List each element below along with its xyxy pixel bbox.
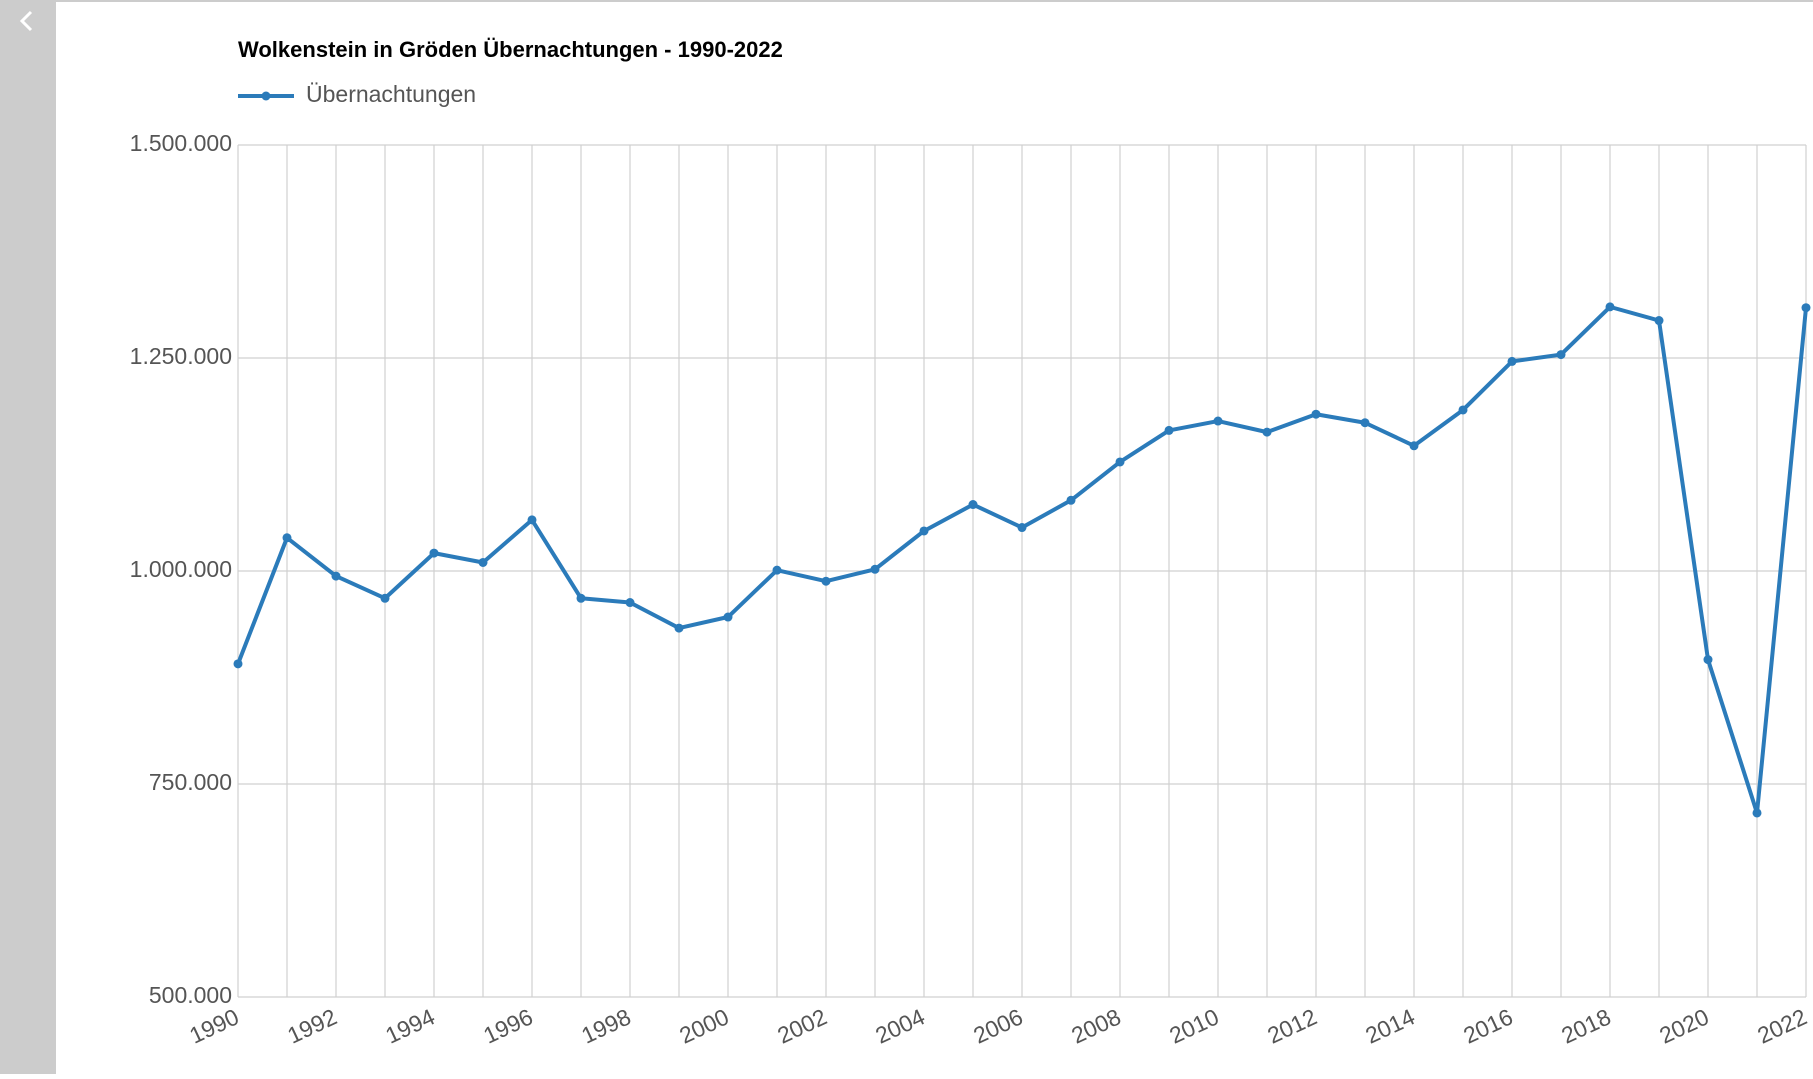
data-point — [723, 612, 733, 622]
data-point — [625, 598, 635, 608]
x-tick-label: 1992 — [283, 1003, 340, 1048]
data-point — [1556, 350, 1566, 360]
x-tick-label: 2012 — [1263, 1003, 1320, 1048]
x-tick-label: 2020 — [1655, 1003, 1712, 1048]
data-point — [576, 593, 586, 603]
x-tick-label: 2014 — [1361, 1003, 1419, 1048]
x-tick-label: 2008 — [1067, 1003, 1124, 1048]
data-point — [1605, 302, 1615, 312]
sidebar[interactable] — [0, 0, 56, 1074]
data-point — [1703, 655, 1713, 665]
data-point — [380, 593, 390, 603]
x-tick-label: 2022 — [1753, 1003, 1810, 1048]
x-tick-label: 2016 — [1459, 1003, 1516, 1048]
data-point — [772, 565, 782, 575]
data-point — [1311, 409, 1321, 419]
data-point — [527, 515, 537, 525]
x-tick-label: 1996 — [479, 1003, 536, 1048]
x-tick-label: 2010 — [1165, 1003, 1222, 1048]
data-point — [1654, 316, 1664, 326]
data-point — [233, 659, 243, 669]
legend-label: Übernachtungen — [306, 81, 476, 107]
y-tick-label: 1.000.000 — [130, 556, 232, 582]
data-point — [1752, 808, 1762, 818]
x-tick-label: 2004 — [871, 1003, 929, 1048]
x-tick-label: 1990 — [185, 1003, 242, 1048]
data-point — [1115, 457, 1125, 467]
data-point — [968, 500, 978, 510]
x-tick-label: 2006 — [969, 1003, 1026, 1048]
data-point — [870, 564, 880, 574]
data-point — [1801, 303, 1811, 313]
data-point — [1360, 418, 1370, 428]
chart-title: Wolkenstein in Gröden Übernachtungen - 1… — [238, 37, 783, 62]
y-tick-label: 750.000 — [149, 769, 232, 795]
data-point — [331, 571, 341, 581]
y-tick-label: 1.500.000 — [130, 130, 232, 156]
legend-swatch-dot — [261, 91, 271, 101]
y-tick-label: 1.250.000 — [130, 343, 232, 369]
x-tick-label: 2000 — [675, 1003, 732, 1048]
data-point — [1262, 427, 1272, 437]
y-tick-label: 500.000 — [149, 982, 232, 1008]
data-point — [1164, 425, 1174, 435]
data-point — [919, 526, 929, 536]
x-tick-label: 1994 — [381, 1003, 439, 1048]
data-point — [1017, 523, 1027, 533]
data-point — [821, 576, 831, 586]
data-point — [1507, 356, 1517, 366]
x-tick-label: 2018 — [1557, 1003, 1614, 1048]
data-point — [1458, 405, 1468, 415]
data-point — [429, 548, 439, 558]
data-point — [282, 533, 292, 543]
x-tick-label: 1998 — [577, 1003, 634, 1048]
back-chevron[interactable] — [19, 10, 33, 32]
data-point — [1213, 416, 1223, 426]
data-point — [1409, 441, 1419, 451]
data-point — [1066, 495, 1076, 505]
data-point — [478, 557, 488, 567]
data-point — [674, 623, 684, 633]
x-tick-label: 2002 — [773, 1003, 830, 1048]
